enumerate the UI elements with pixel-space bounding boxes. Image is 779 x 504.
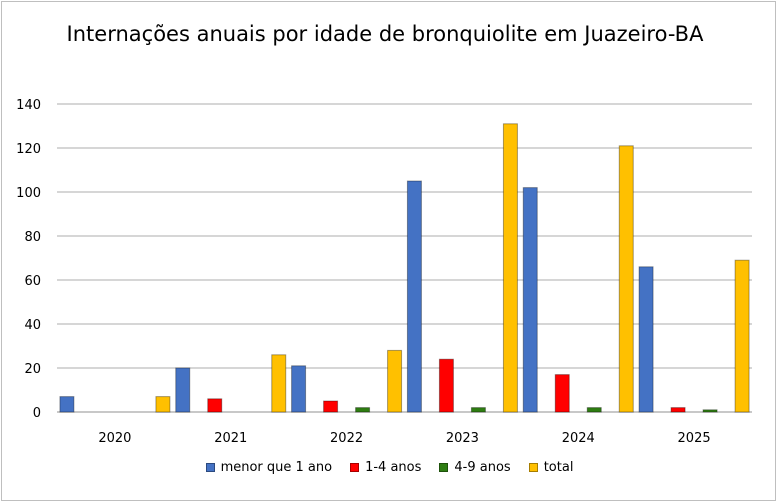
bar: [155, 396, 171, 413]
bar: [207, 398, 223, 413]
legend-swatch: [350, 463, 360, 472]
y-tick-label: 120: [16, 142, 41, 157]
x-tick-label: 2024: [562, 431, 595, 446]
x-tick-label: 2020: [98, 431, 131, 446]
x-tick-label: 2023: [446, 431, 479, 446]
bar: [554, 374, 570, 413]
bar: [502, 123, 518, 413]
bar: [323, 400, 339, 413]
bar: [470, 407, 486, 413]
bar: [638, 266, 654, 413]
legend-item: 4-9 anos: [439, 460, 511, 475]
legend-label: total: [543, 460, 574, 475]
chart-title: Internações anuais por idade de bronquio…: [66, 22, 704, 46]
legend-item: menor que 1 ano: [205, 460, 333, 475]
y-tick-label: 140: [16, 98, 41, 113]
legend-label: 1-4 anos: [365, 460, 422, 475]
legend-swatch: [528, 463, 538, 472]
legend-swatch: [205, 463, 215, 472]
bar: [59, 396, 75, 413]
bar: [355, 407, 371, 413]
legend-item: total: [528, 460, 574, 475]
bar: [387, 349, 403, 413]
y-tick-label: 40: [24, 318, 41, 333]
chart-legend: menor que 1 ano 1-4 anos 4-9 anos total: [0, 460, 779, 475]
bar: [522, 187, 538, 413]
y-tick-label: 100: [16, 186, 41, 201]
legend-item: 1-4 anos: [350, 460, 421, 475]
legend-label: 4-9 anos: [454, 460, 511, 475]
bar: [734, 259, 750, 413]
x-tick-label: 2025: [678, 431, 711, 446]
bar: [702, 409, 718, 413]
y-tick-label: 60: [24, 274, 41, 289]
x-tick-label: 2021: [214, 431, 247, 446]
bar: [271, 354, 287, 413]
y-tick-label: 80: [24, 230, 41, 245]
bar: [586, 407, 602, 413]
x-tick-label: 2022: [330, 431, 363, 446]
bar: [438, 358, 454, 413]
y-tick-label: 0: [33, 406, 41, 421]
bar: [406, 180, 422, 413]
bar: [291, 365, 307, 413]
bar: [670, 407, 686, 413]
y-tick-label: 20: [24, 362, 41, 377]
bar: [175, 367, 191, 413]
legend-swatch: [439, 463, 449, 472]
legend-label: menor que 1 ano: [220, 460, 333, 475]
bar: [618, 145, 634, 413]
